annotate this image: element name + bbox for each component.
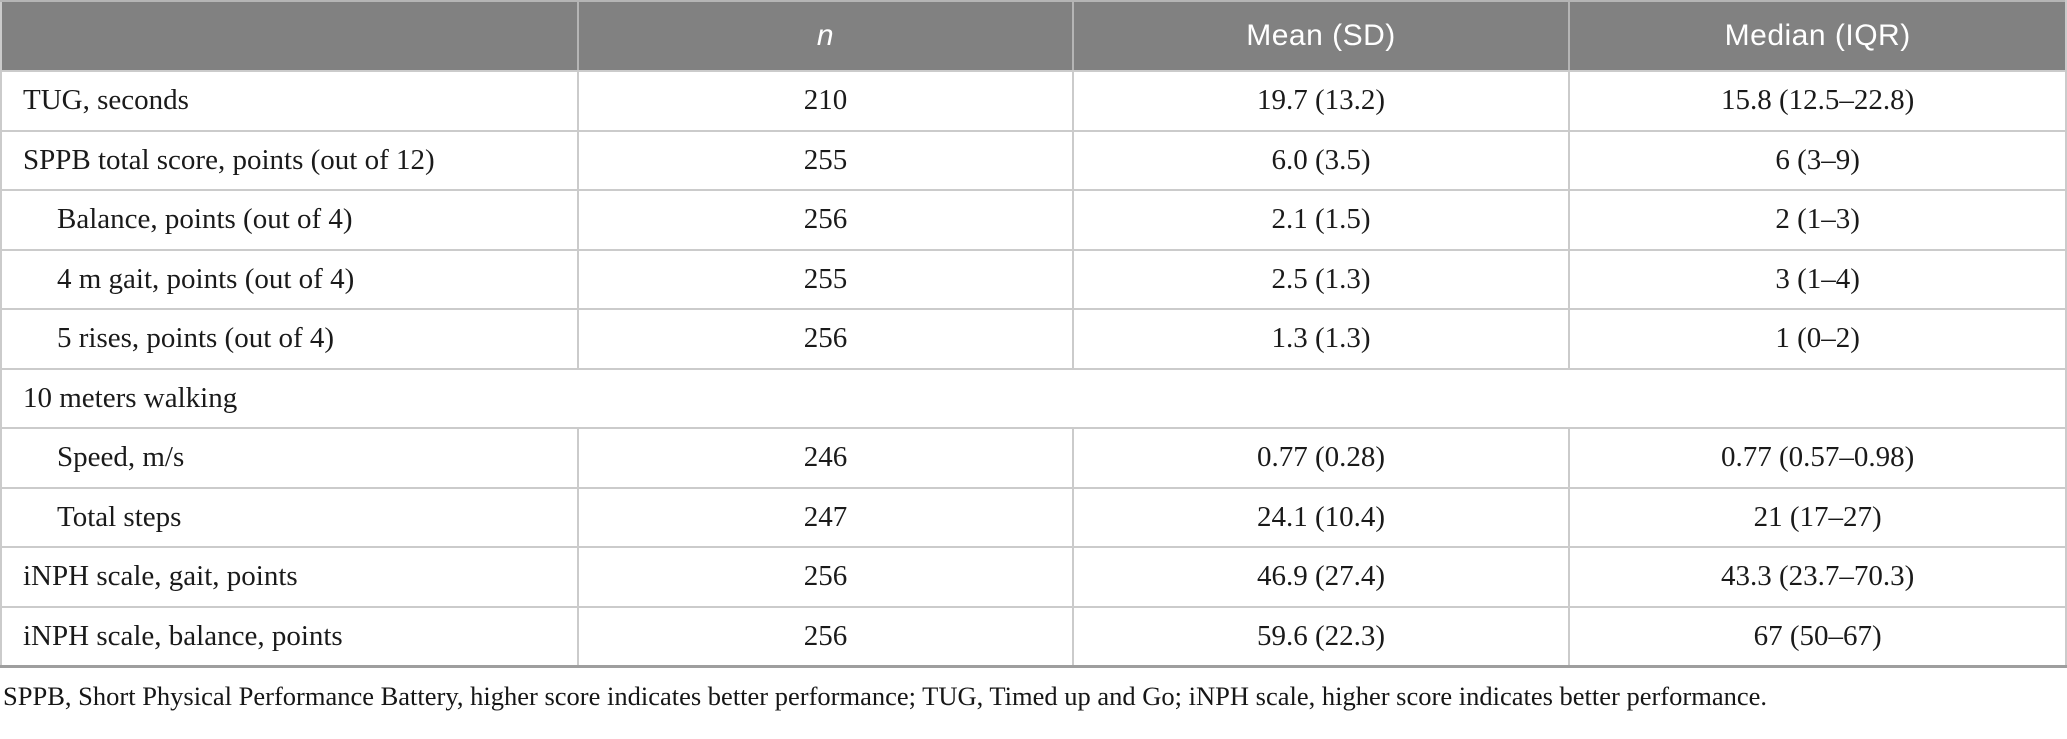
n-value: 255 — [577, 249, 1073, 310]
header-cell-mean-sd: Mean (SD) — [1071, 1, 1570, 72]
header-cell-median-iqr: Median (IQR) — [1568, 1, 2066, 72]
header-cell-empty — [1, 1, 579, 72]
header-cell-n: n — [577, 1, 1073, 72]
median-iqr-value: 15.8 (12.5–22.8) — [1568, 71, 2066, 132]
mean-sd-value: 59.6 (22.3) — [1071, 606, 1570, 668]
row-label: 5 rises, points (out of 4) — [1, 309, 579, 370]
row-label: Balance, points (out of 4) — [1, 190, 579, 251]
n-value: 247 — [577, 487, 1073, 548]
table-row: Speed, m/s 246 0.77 (0.28) 0.77 (0.57–0.98) — [1, 428, 2066, 489]
table-row: Balance, points (out of 4) 256 2.1 (1.5) 2 … — [1, 190, 2066, 251]
row-label: 4 m gait, points (out of 4) — [1, 249, 579, 310]
table-row: iNPH scale, gait, points 256 46.9 (27.4) 43… — [1, 547, 2066, 608]
row-label: TUG, seconds — [1, 71, 579, 132]
section-label: 10 meters walking — [1, 368, 2066, 429]
n-value: 210 — [577, 71, 1073, 132]
row-label: iNPH scale, gait, points — [1, 547, 579, 608]
table-row: 4 m gait, points (out of 4) 255 2.5 (1.3) 3… — [1, 249, 2066, 310]
median-iqr-value: 2 (1–3) — [1568, 190, 2066, 251]
median-iqr-value: 21 (17–27) — [1568, 487, 2066, 548]
row-label: iNPH scale, balance, points — [1, 606, 579, 668]
table-header: n Mean (SD) Median (IQR) — [1, 1, 2066, 72]
row-label: SPPB total score, points (out of 12) — [1, 130, 579, 191]
median-iqr-value: 43.3 (23.7–70.3) — [1568, 547, 2066, 608]
table-row: 10 meters walking — [1, 368, 2066, 429]
table-footnote: SPPB, Short Physical Performance Battery… — [3, 680, 1767, 711]
mean-sd-value: 6.0 (3.5) — [1071, 130, 1570, 191]
table-row: 5 rises, points (out of 4) 256 1.3 (1.3) 1 … — [1, 309, 2066, 370]
median-iqr-value: 6 (3–9) — [1568, 130, 2066, 191]
table-row: Total steps 247 24.1 (10.4) 21 (17–27) — [1, 487, 2066, 548]
table-row: SPPB total score, points (out of 12) 255 6… — [1, 130, 2066, 191]
median-iqr-value: 67 (50–67) — [1568, 606, 2066, 668]
n-value: 255 — [577, 130, 1073, 191]
n-value: 256 — [577, 606, 1073, 668]
mean-sd-value: 2.1 (1.5) — [1071, 190, 1570, 251]
n-value: 256 — [577, 547, 1073, 608]
measurements-table-figure: n Mean (SD) Median (IQR) TUG, seconds 210… — [0, 0, 2067, 711]
median-iqr-value: 0.77 (0.57–0.98) — [1568, 428, 2066, 489]
table-body: TUG, seconds 210 19.7 (13.2) 15.8 (12.5–22.… — [1, 71, 2066, 668]
n-value: 256 — [577, 190, 1073, 251]
mean-sd-value: 19.7 (13.2) — [1071, 71, 1570, 132]
header-row: n Mean (SD) Median (IQR) — [1, 1, 2066, 72]
table-row: TUG, seconds 210 19.7 (13.2) 15.8 (12.5–22.… — [1, 71, 2066, 132]
n-value: 256 — [577, 309, 1073, 370]
measurements-table: n Mean (SD) Median (IQR) TUG, seconds 210… — [0, 0, 2067, 668]
mean-sd-value: 46.9 (27.4) — [1071, 547, 1570, 608]
mean-sd-value: 2.5 (1.3) — [1071, 249, 1570, 310]
median-iqr-value: 1 (0–2) — [1568, 309, 2066, 370]
mean-sd-value: 24.1 (10.4) — [1071, 487, 1570, 548]
mean-sd-value: 0.77 (0.28) — [1071, 428, 1570, 489]
row-label: Total steps — [1, 487, 579, 548]
table-row: iNPH scale, balance, points 256 59.6 (22.3… — [1, 606, 2066, 668]
median-iqr-value: 3 (1–4) — [1568, 249, 2066, 310]
mean-sd-value: 1.3 (1.3) — [1071, 309, 1570, 370]
n-value: 246 — [577, 428, 1073, 489]
row-label: Speed, m/s — [1, 428, 579, 489]
